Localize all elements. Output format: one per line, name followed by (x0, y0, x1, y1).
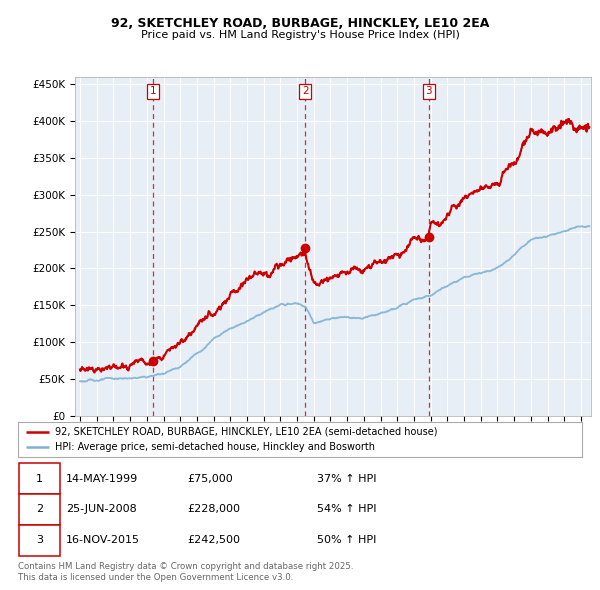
Text: £242,500: £242,500 (187, 535, 240, 545)
Text: 1: 1 (149, 86, 156, 96)
Text: 92, SKETCHLEY ROAD, BURBAGE, HINCKLEY, LE10 2EA (semi-detached house): 92, SKETCHLEY ROAD, BURBAGE, HINCKLEY, L… (55, 427, 437, 437)
Text: 54% ↑ HPI: 54% ↑ HPI (317, 504, 376, 514)
Text: 2: 2 (36, 504, 43, 514)
Text: Contains HM Land Registry data © Crown copyright and database right 2025.
This d: Contains HM Land Registry data © Crown c… (18, 562, 353, 582)
Text: 25-JUN-2008: 25-JUN-2008 (66, 504, 137, 514)
FancyBboxPatch shape (19, 494, 60, 525)
Text: 3: 3 (425, 86, 432, 96)
Text: 50% ↑ HPI: 50% ↑ HPI (317, 535, 376, 545)
FancyBboxPatch shape (19, 463, 60, 494)
Text: Price paid vs. HM Land Registry's House Price Index (HPI): Price paid vs. HM Land Registry's House … (140, 30, 460, 40)
Text: 92, SKETCHLEY ROAD, BURBAGE, HINCKLEY, LE10 2EA: 92, SKETCHLEY ROAD, BURBAGE, HINCKLEY, L… (111, 17, 489, 30)
Text: £75,000: £75,000 (187, 474, 233, 484)
Text: HPI: Average price, semi-detached house, Hinckley and Bosworth: HPI: Average price, semi-detached house,… (55, 442, 374, 453)
Text: £228,000: £228,000 (187, 504, 240, 514)
Text: 1: 1 (36, 474, 43, 484)
Text: 14-MAY-1999: 14-MAY-1999 (66, 474, 138, 484)
FancyBboxPatch shape (19, 525, 60, 556)
Text: 16-NOV-2015: 16-NOV-2015 (66, 535, 140, 545)
Text: 2: 2 (302, 86, 308, 96)
Text: 37% ↑ HPI: 37% ↑ HPI (317, 474, 376, 484)
Text: 3: 3 (36, 535, 43, 545)
